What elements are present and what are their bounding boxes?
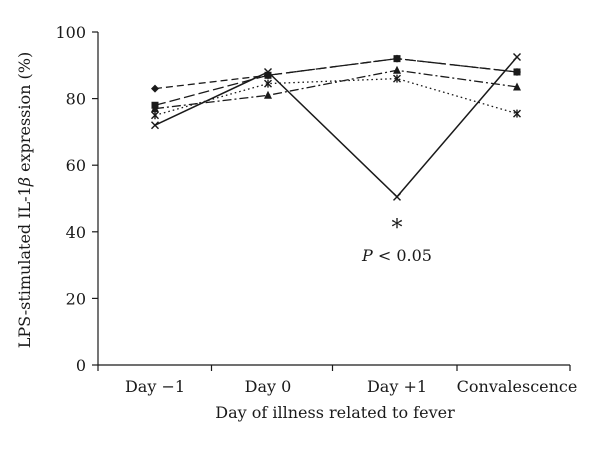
series-line-triangle	[154, 69, 518, 110]
cross-marker	[264, 67, 272, 76]
x-tick-label: Day 0	[245, 377, 292, 396]
x-tick-label: Day +1	[367, 377, 427, 396]
triangle-marker	[393, 65, 401, 74]
triangle-marker	[264, 90, 272, 99]
significance-star: *	[392, 216, 403, 241]
series-line-cross	[154, 56, 518, 198]
chart-axes	[97, 32, 570, 366]
y-tick-label: 60	[66, 156, 86, 175]
series-line-asterisk	[154, 77, 518, 116]
data-markers	[151, 52, 521, 201]
square-marker	[264, 71, 272, 79]
x-tick-label: Convalescence	[457, 377, 578, 396]
diamond-marker	[151, 84, 159, 93]
x-tick-label: Day −1	[125, 377, 185, 396]
asterisk-marker	[151, 111, 159, 120]
cross-marker	[151, 121, 159, 130]
y-tick-label: 100	[55, 23, 86, 42]
x-axis-ticks: Day −1 Day 0 Day +1 Convalescence	[97, 365, 578, 396]
p-value-annotation: P < 0.05	[361, 246, 432, 265]
square-marker	[393, 55, 401, 63]
data-series	[154, 56, 518, 198]
x-axis-label: Day of illness related to fever	[215, 403, 455, 422]
triangle-marker	[513, 82, 521, 91]
y-tick-label: 80	[66, 90, 86, 109]
asterisk-marker	[393, 74, 401, 83]
cross-marker	[513, 52, 521, 61]
asterisk-marker	[264, 79, 272, 88]
y-tick-label: 40	[66, 223, 86, 242]
y-axis-label: LPS-stimulated IL-1β expression (%)	[15, 52, 34, 348]
square-marker	[513, 68, 521, 76]
y-tick-label: 0	[76, 356, 86, 375]
triangle-marker	[151, 104, 159, 113]
asterisk-marker	[513, 109, 521, 118]
series-line-square	[154, 57, 518, 106]
cross-marker	[393, 192, 401, 201]
y-axis-ticks: 0 20 40 60 80 100	[55, 23, 98, 375]
y-tick-label: 20	[66, 289, 86, 308]
series-line-diamond	[154, 57, 518, 90]
